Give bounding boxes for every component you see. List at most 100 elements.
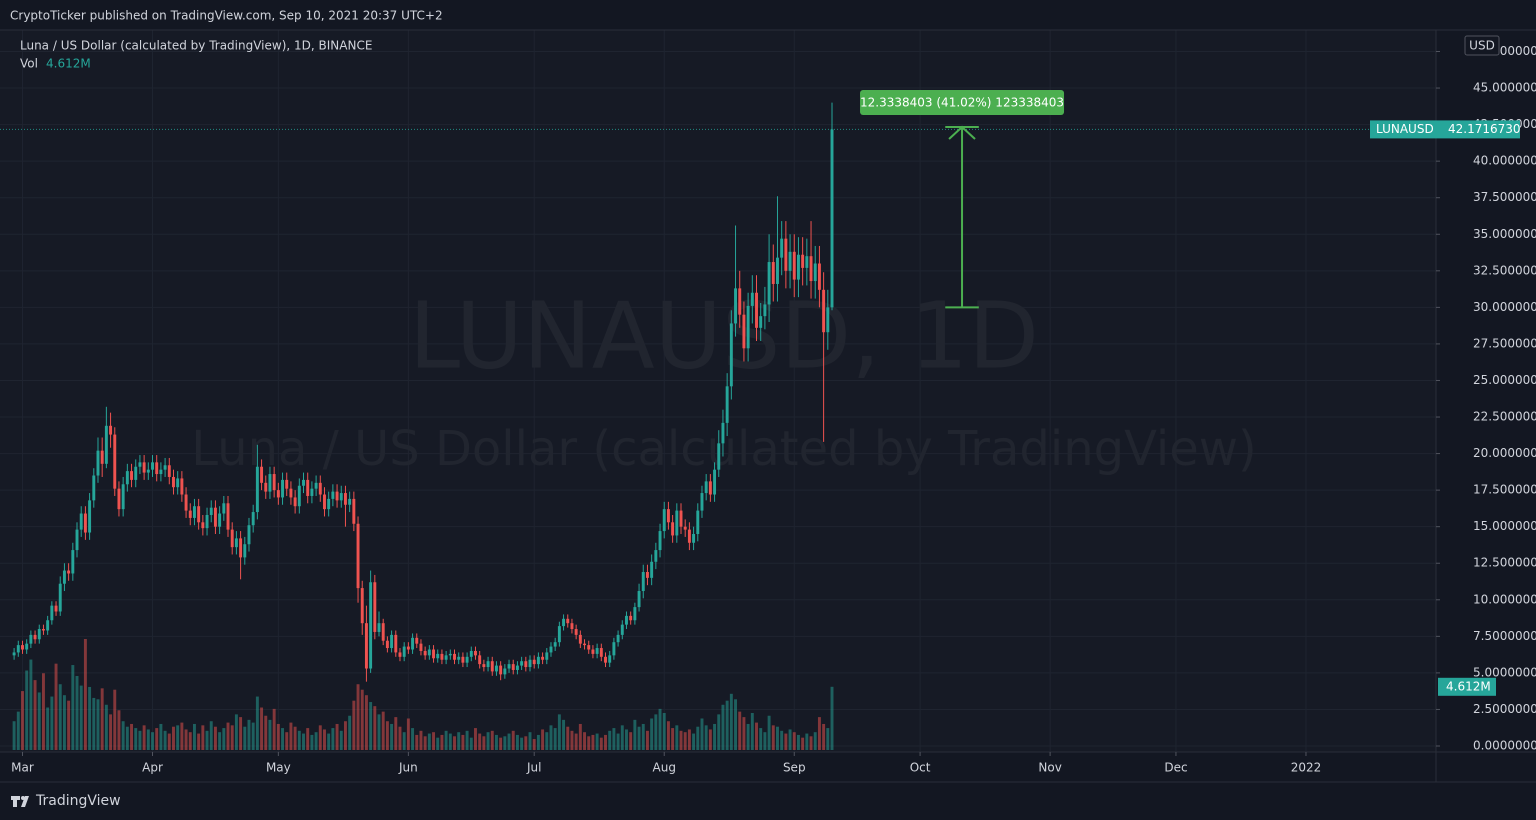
candle-body: [713, 469, 717, 495]
volume-bar: [188, 732, 192, 750]
candle-body: [427, 649, 431, 656]
volume-bar: [109, 714, 113, 750]
candle-body: [595, 648, 599, 654]
candle-body: [339, 493, 343, 501]
volume-bar: [369, 702, 373, 750]
candle-body: [138, 462, 142, 467]
y-tick-label: 20.0000000: [1473, 446, 1536, 460]
volume-bar: [801, 737, 805, 750]
y-tick-label: 45.0000000: [1473, 81, 1536, 95]
candle-body: [813, 263, 817, 282]
x-tick-label: Apr: [142, 761, 163, 775]
candle-body: [511, 664, 515, 670]
currency-label[interactable]: USD: [1469, 39, 1495, 53]
volume-bar: [700, 718, 704, 750]
candle-body: [666, 509, 670, 523]
y-tick-label: 2.5000000: [1473, 702, 1536, 716]
candle-body: [469, 650, 473, 657]
volume-bar: [79, 685, 83, 750]
volume-bar: [293, 726, 297, 750]
candle-body: [302, 479, 305, 486]
candle-body: [545, 652, 549, 660]
candle-body: [134, 466, 138, 480]
volume-bar: [268, 719, 272, 750]
volume-bar: [788, 729, 792, 750]
volume-bar: [192, 723, 196, 750]
candle-body: [239, 538, 243, 558]
volume-legend-name: Vol: [20, 57, 38, 71]
candle-body: [356, 523, 360, 589]
candle-body: [448, 653, 452, 656]
candle-body: [461, 656, 465, 663]
volume-bar: [50, 696, 54, 750]
candle-body: [801, 254, 805, 268]
volume-bar: [323, 729, 326, 750]
candle-body: [25, 643, 29, 650]
volume-bar: [763, 732, 767, 750]
x-tick-label: Mar: [11, 761, 34, 775]
volume-bar: [339, 730, 343, 750]
volume-bar: [746, 723, 750, 750]
candle-body: [113, 434, 117, 489]
volume-bar: [461, 734, 465, 750]
footer-brand: TradingView: [35, 793, 121, 809]
candle-body: [209, 507, 213, 515]
candle-body: [423, 650, 427, 656]
volume-bar: [440, 734, 444, 750]
candle-body: [822, 289, 826, 333]
last-price-symbol: LUNAUSD: [1376, 122, 1434, 136]
volume-bar: [25, 670, 29, 750]
candle-body: [41, 629, 45, 631]
candle-body: [591, 649, 595, 654]
volume-bar: [155, 728, 159, 750]
volume-bar: [285, 732, 289, 750]
candle-body: [696, 510, 700, 534]
volume-bar: [406, 718, 410, 750]
volume-bar: [742, 717, 746, 750]
candle-body: [159, 469, 163, 475]
candle-body: [213, 507, 217, 527]
candle-body: [180, 478, 184, 495]
volume-bar: [574, 733, 578, 750]
volume-bar: [759, 728, 763, 750]
volume-bar: [511, 730, 515, 750]
x-tick-label: May: [266, 761, 291, 775]
currency-box[interactable]: [1464, 35, 1500, 56]
volume-bar: [327, 733, 331, 750]
volume-bar: [734, 699, 738, 750]
volume-bar: [721, 704, 725, 750]
volume-bar: [121, 721, 125, 750]
candle-body: [583, 643, 587, 646]
volume-bar: [436, 737, 440, 750]
volume-bar: [448, 733, 452, 750]
volume-bar: [453, 736, 456, 750]
candle-body: [444, 655, 448, 660]
volume-bar: [251, 722, 255, 750]
candle-body: [536, 656, 540, 665]
candle-body: [172, 476, 175, 488]
candle-body: [234, 538, 238, 548]
candle-body: [616, 634, 620, 643]
volume-bar: [637, 726, 641, 750]
candle-body: [578, 634, 582, 644]
volume-bar: [318, 725, 322, 750]
volume-bar: [419, 730, 423, 750]
volume-bar: [771, 725, 775, 750]
candle-body: [394, 634, 398, 653]
candle-body: [184, 494, 188, 511]
candle-body: [574, 629, 578, 635]
candle-body: [67, 570, 71, 574]
y-tick-label: 30.0000000: [1473, 300, 1536, 314]
y-tick-label: 7.5000000: [1473, 629, 1536, 643]
volume-bar: [260, 707, 264, 750]
volume-bar: [692, 733, 696, 750]
candle-body: [729, 323, 733, 387]
volume-bar: [432, 732, 436, 750]
volume-bar: [12, 721, 16, 750]
measure-label-box: [860, 90, 1065, 116]
candle-body: [285, 479, 289, 489]
candle-body: [318, 482, 322, 495]
candle-body: [457, 656, 461, 660]
candle-body: [553, 642, 557, 647]
